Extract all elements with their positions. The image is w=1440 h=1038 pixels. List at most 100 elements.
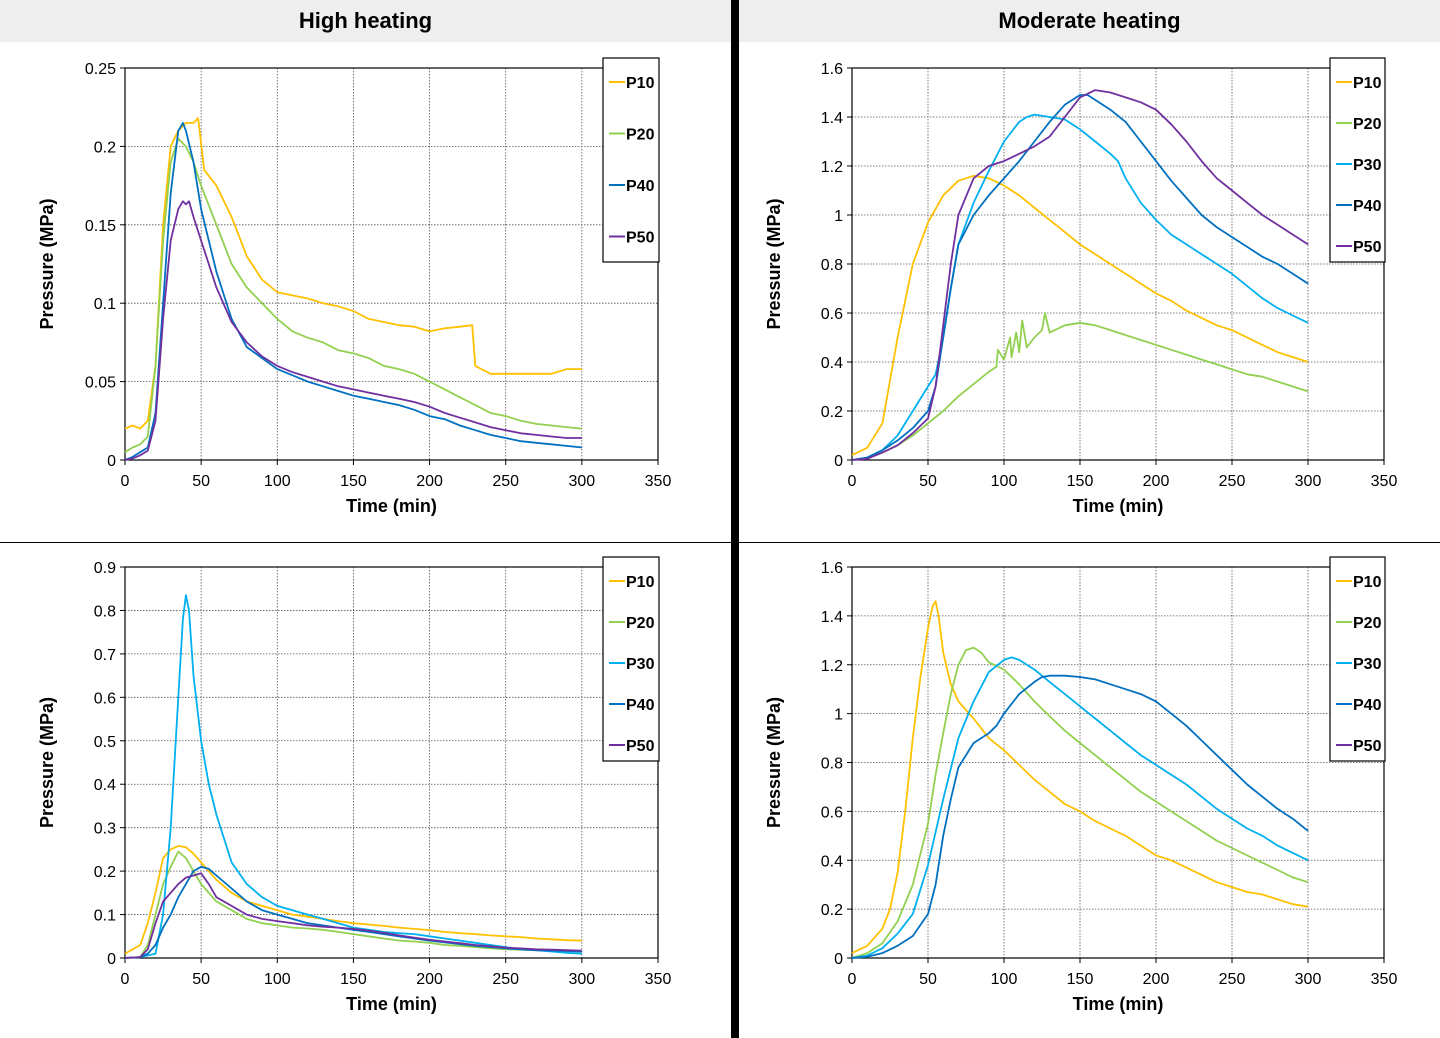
- y-tick-label: 1.2: [821, 658, 843, 675]
- x-tick-label: 250: [492, 473, 519, 490]
- legend-label-p40: P40: [1353, 697, 1382, 714]
- y-tick-label: 0.4: [821, 853, 843, 870]
- y-tick-label: 0.1: [94, 908, 116, 925]
- chart-moderate-top: 0 50 100 150 200 250 300 350 0 0.2 0.4 0.6 0.8 1 1.2 1.…: [764, 57, 1398, 516]
- x-tick-label: 0: [848, 473, 857, 490]
- y-tick-label: 0.4: [94, 777, 116, 794]
- x-tick-label: 100: [991, 473, 1018, 490]
- x-tick-label: 50: [192, 473, 210, 490]
- x-tick-label: 350: [1371, 473, 1398, 490]
- x-tick-label: 250: [492, 971, 519, 988]
- series-line-p20: [851, 312, 1309, 461]
- legend-label-p50: P50: [1353, 239, 1382, 256]
- series-line-p50: [851, 89, 1309, 461]
- legend-label-p50: P50: [1353, 738, 1382, 755]
- y-tick-label: 0.2: [94, 864, 116, 881]
- y-tick-label: 0: [834, 951, 843, 968]
- x-tick-label: 300: [569, 971, 596, 988]
- y-tick-label: 1.4: [821, 110, 843, 127]
- y-tick-label: 0.6: [821, 306, 843, 323]
- legend: P10 P20 P40 P50: [602, 57, 660, 263]
- series-line-p10: [124, 117, 582, 430]
- x-tick-label: 150: [1067, 473, 1094, 490]
- legend-label-p20: P20: [1353, 615, 1382, 632]
- y-tick-label: 0.6: [821, 804, 843, 821]
- y-tick-label: 0.1: [94, 296, 116, 313]
- y-tick-label: 1.6: [821, 61, 843, 78]
- y-tick-label: 0.7: [94, 647, 116, 664]
- y-tick-label: 0.2: [821, 902, 843, 919]
- y-tick-label: 0: [834, 453, 843, 470]
- y-tick-label: 1.6: [821, 560, 843, 577]
- y-tick-label: 0: [107, 951, 116, 968]
- row-divider-left: [0, 542, 731, 543]
- x-tick-label: 250: [1219, 971, 1246, 988]
- x-tick-label: 300: [1295, 473, 1322, 490]
- row-divider-right: [739, 542, 1440, 543]
- series-line-p40: [124, 122, 582, 461]
- y-tick-label: 1: [834, 208, 843, 225]
- y-tick-label: 0.05: [85, 375, 116, 392]
- x-tick-label: 350: [645, 473, 672, 490]
- legend-label-p40: P40: [626, 697, 655, 714]
- series-line-p20: [124, 850, 582, 959]
- legend-label-p20: P20: [626, 127, 655, 144]
- x-tick-label: 300: [1295, 971, 1322, 988]
- x-tick-label: 200: [416, 473, 443, 490]
- y-tick-label: 0.8: [94, 603, 116, 620]
- y-tick-label: 0.4: [821, 355, 843, 372]
- legend-label-p20: P20: [626, 615, 655, 632]
- legend: P10 P20 P30 P40 P50: [602, 556, 660, 762]
- x-tick-label: 0: [121, 971, 130, 988]
- x-tick-label: 200: [1143, 971, 1170, 988]
- y-tick-label: 0.8: [821, 257, 843, 274]
- legend-box: [1329, 556, 1386, 762]
- series-line-p30: [124, 594, 582, 959]
- chart-high-top: 0 50 100 150 200 250 300 350 0 0.05 0.1 0.15 0.2 0.25…: [37, 57, 672, 516]
- legend: P10 P20 P30 P40 P50: [1329, 57, 1386, 263]
- y-tick-label: 1.4: [821, 609, 843, 626]
- legend-label-p30: P30: [626, 656, 655, 673]
- y-tick-label: 0.25: [85, 61, 116, 78]
- series-line-p50: [124, 200, 582, 461]
- legend-label-p10: P10: [1353, 574, 1382, 591]
- chart-moderate-bottom: 0 50 100 150 200 250 300 350 0 0.2 0.4 0.6 0.8 1 1.2 1.…: [764, 556, 1398, 1014]
- legend-label-p10: P10: [626, 75, 655, 92]
- x-axis-title: Time (min): [346, 994, 437, 1014]
- legend-label-p30: P30: [1353, 656, 1382, 673]
- series-line-p20: [124, 137, 582, 453]
- y-tick-label: 0: [107, 453, 116, 470]
- y-tick-label: 0.6: [94, 690, 116, 707]
- x-tick-label: 150: [340, 473, 367, 490]
- legend-label-p50: P50: [626, 738, 655, 755]
- column-divider: [731, 0, 739, 1038]
- x-tick-label: 200: [1143, 473, 1170, 490]
- y-tick-label: 1: [834, 707, 843, 724]
- x-axis-title: Time (min): [1073, 496, 1164, 516]
- legend-label-p30: P30: [1353, 157, 1382, 174]
- y-tick-label: 1.2: [821, 159, 843, 176]
- x-axis-title: Time (min): [1073, 994, 1164, 1014]
- chart-high-bottom: 0 50 100 150 200 250 300 350 0 0.1 0.2 0.3 0.4 0.5 0.6…: [37, 556, 671, 1014]
- x-tick-label: 150: [340, 971, 367, 988]
- x-tick-label: 350: [1371, 971, 1398, 988]
- x-tick-label: 0: [848, 971, 857, 988]
- plot-area: [124, 566, 659, 959]
- header-moderate-heating: Moderate heating: [739, 0, 1440, 42]
- series-line-p10: [851, 600, 1309, 954]
- legend-label-p10: P10: [1353, 75, 1382, 92]
- y-tick-label: 0.2: [821, 404, 843, 421]
- y-tick-label: 0.9: [94, 560, 116, 577]
- y-axis-title: Pressure (MPa): [37, 697, 57, 828]
- x-tick-label: 100: [264, 971, 291, 988]
- x-tick-label: 200: [416, 971, 443, 988]
- y-axis-title: Pressure (MPa): [764, 198, 784, 329]
- legend-label-p40: P40: [1353, 198, 1382, 215]
- x-tick-label: 50: [919, 971, 937, 988]
- x-tick-label: 150: [1067, 971, 1094, 988]
- legend: P10 P20 P30 P40 P50: [1329, 556, 1386, 762]
- x-tick-label: 250: [1219, 473, 1246, 490]
- x-tick-label: 0: [121, 473, 130, 490]
- plot-area: [124, 67, 659, 461]
